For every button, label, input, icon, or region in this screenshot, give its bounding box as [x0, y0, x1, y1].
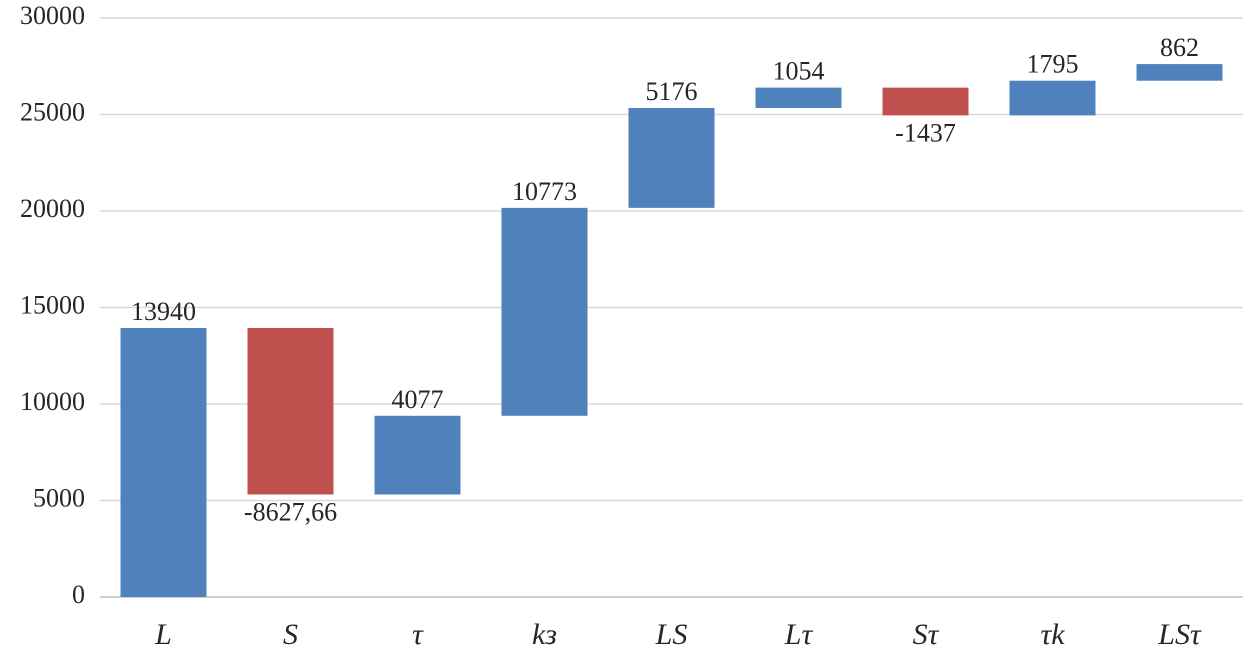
y-tick-label: 10000 [20, 387, 85, 416]
bar [882, 87, 969, 116]
y-tick-label: 30000 [20, 1, 85, 30]
x-tick-label: LSτ [1157, 618, 1202, 651]
y-tick-label: 25000 [20, 97, 85, 126]
value-label: 4077 [392, 385, 444, 414]
bar [247, 327, 334, 495]
y-tick-label: 15000 [20, 290, 85, 319]
bar [501, 207, 588, 416]
y-tick-label: 5000 [33, 483, 85, 512]
value-label: 5176 [646, 77, 698, 106]
bar [1136, 64, 1223, 81]
x-tick-label: LS [655, 618, 688, 651]
value-label: -1437 [895, 118, 956, 147]
value-label: 1795 [1027, 50, 1079, 79]
value-label: 1054 [773, 57, 825, 86]
value-label: -8627,66 [244, 497, 337, 526]
y-tick-label: 20000 [20, 194, 85, 223]
x-tick-label: S [283, 618, 298, 651]
y-tick-label: 0 [72, 580, 85, 609]
bar [120, 327, 207, 597]
value-label: 13940 [131, 297, 196, 326]
value-label: 862 [1160, 33, 1199, 62]
x-tick-label: kз [532, 618, 557, 651]
x-tick-label: τk [1040, 618, 1065, 651]
x-tick-label: L [154, 618, 172, 651]
bar [374, 415, 461, 495]
bar [1009, 80, 1096, 116]
value-label: 10773 [512, 177, 577, 206]
x-tick-label: Sτ [913, 618, 940, 651]
bar [628, 107, 715, 208]
x-tick-label: τ [412, 618, 424, 651]
bar [755, 87, 842, 108]
x-tick-label: Lτ [784, 618, 814, 651]
